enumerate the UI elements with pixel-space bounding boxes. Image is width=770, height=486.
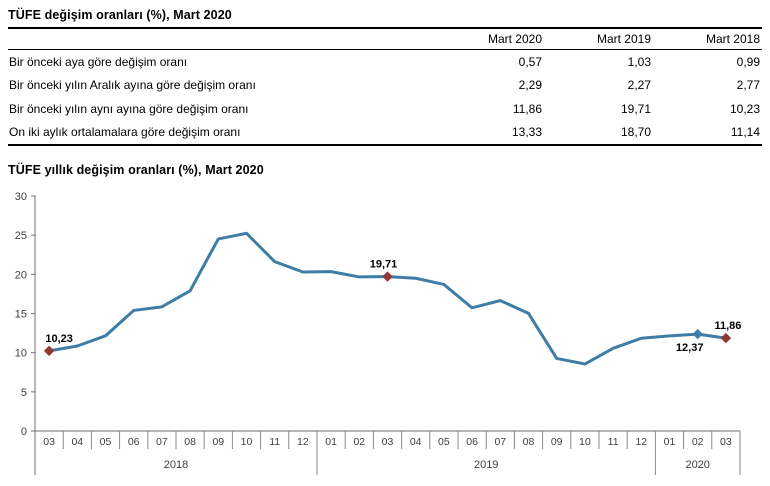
- cpi-change-table: TÜFE değişim oranları (%), Mart 2020 Mar…: [8, 0, 762, 146]
- col-header-mart-2018: Mart 2018: [705, 32, 760, 46]
- data-point-label: 19,71: [370, 259, 398, 271]
- chart-title: TÜFE yıllık değişim oranları (%), Mart 2…: [8, 163, 264, 177]
- row-label: On iki aylık ortalamalara göre değişim o…: [9, 125, 241, 140]
- cell-value: 18,70: [620, 125, 651, 140]
- x-tick-label: 05: [100, 436, 112, 448]
- x-tick-label: 06: [466, 436, 478, 448]
- table-title: TÜFE değişim oranları (%), Mart 2020: [8, 0, 762, 29]
- x-tick-label: 11: [269, 436, 280, 448]
- table-row: Bir önceki yılın aynı ayına göre değişim…: [8, 97, 762, 121]
- x-tick-label: 05: [438, 436, 450, 448]
- y-tick-label: 30: [15, 191, 27, 203]
- data-point-marker: [720, 332, 732, 344]
- x-tick-label: 07: [156, 436, 168, 448]
- cell-value: 11,14: [730, 125, 760, 140]
- x-tick-label: 12: [297, 436, 309, 448]
- x-tick-label: 09: [551, 436, 563, 448]
- cell-value: 19,71: [620, 101, 651, 116]
- data-point-marker: [692, 328, 703, 340]
- cell-value: 0,99: [736, 54, 760, 69]
- cell-value: 10,23: [729, 101, 760, 116]
- x-tick-label: 10: [579, 436, 591, 448]
- x-tick-label: 03: [382, 436, 394, 448]
- year-label: 2019: [474, 459, 498, 471]
- year-label: 2020: [685, 459, 709, 471]
- row-label: Bir önceki yılın Aralık ayına göre değiş…: [9, 78, 256, 93]
- x-tick-label: 08: [184, 436, 196, 448]
- col-header-mart-2020: Mart 2020: [487, 32, 542, 46]
- table-row: Bir önceki aya göre değişim oranı 0,57 1…: [8, 50, 762, 74]
- y-tick-label: 20: [15, 269, 27, 281]
- table-row: On iki aylık ortalamalara göre değişim o…: [8, 121, 762, 145]
- cell-value: 0,57: [518, 54, 542, 69]
- table-header-row: Mart 2020 Mart 2019 Mart 2018: [8, 29, 762, 50]
- x-tick-label: 03: [720, 436, 732, 448]
- x-tick-label: 01: [664, 436, 676, 448]
- data-point-marker: [43, 345, 55, 357]
- table-body: Bir önceki aya göre değişim oranı 0,57 1…: [8, 50, 762, 146]
- x-tick-label: 04: [71, 436, 83, 448]
- cell-value: 2,29: [518, 78, 542, 93]
- table-row: Bir önceki yılın Aralık ayına göre değiş…: [8, 74, 762, 98]
- x-tick-label: 01: [325, 436, 337, 448]
- y-tick-label: 0: [21, 426, 27, 438]
- year-label: 2018: [164, 459, 188, 471]
- y-tick-label: 10: [15, 348, 27, 360]
- x-tick-label: 02: [353, 436, 365, 448]
- x-tick-label: 11: [608, 436, 619, 448]
- row-label: Bir önceki yılın aynı ayına göre değişim…: [9, 101, 249, 116]
- x-tick-label: 02: [692, 436, 704, 448]
- x-tick-label: 09: [212, 436, 224, 448]
- data-point-label: 10,23: [45, 333, 73, 345]
- cell-value: 13,33: [511, 125, 542, 140]
- data-point-label: 11,86: [714, 320, 741, 332]
- y-tick-label: 5: [21, 387, 27, 399]
- cell-value: 2,27: [627, 78, 651, 93]
- col-header-mart-2019: Mart 2019: [596, 32, 651, 46]
- x-tick-label: 08: [523, 436, 535, 448]
- y-tick-label: 25: [15, 230, 27, 242]
- cell-value: 1,03: [627, 54, 651, 69]
- row-label: Bir önceki aya göre değişim oranı: [9, 54, 188, 69]
- x-tick-label: 07: [494, 436, 506, 448]
- x-tick-label: 03: [43, 436, 55, 448]
- x-tick-label: 10: [241, 436, 253, 448]
- line-series: [47, 231, 728, 366]
- x-tick-label: 04: [410, 436, 422, 448]
- x-tick-label: 12: [635, 436, 647, 448]
- y-tick-label: 15: [15, 309, 27, 321]
- x-tick-label: 06: [128, 436, 140, 448]
- data-point-marker: [382, 271, 393, 282]
- cell-value: 11,86: [512, 101, 542, 116]
- data-point-label: 12,37: [676, 342, 704, 354]
- cell-value: 2,77: [736, 78, 760, 93]
